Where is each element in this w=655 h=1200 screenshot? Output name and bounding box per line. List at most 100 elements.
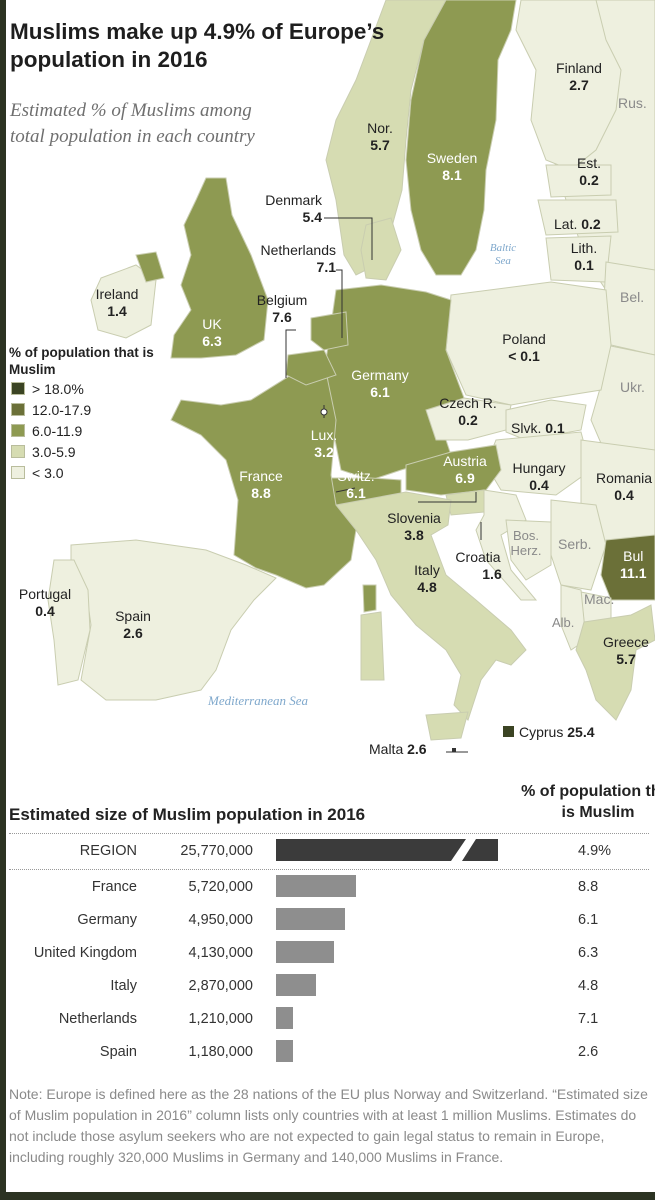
row-pct: 7.1 xyxy=(578,1011,599,1027)
region-poland xyxy=(445,281,612,406)
region-slovakia xyxy=(505,399,587,441)
label-cyprus: Cyprus 25.4 xyxy=(519,724,595,740)
label-uk: UK 6.3 xyxy=(202,316,222,349)
row-name: Spain xyxy=(99,1044,137,1060)
region-spain xyxy=(70,539,277,701)
label-greece: Greece 5.7 xyxy=(603,634,649,667)
left-frame-edge xyxy=(0,0,6,1200)
row-name: France xyxy=(91,879,137,895)
row-count: 1,210,000 xyxy=(188,1011,253,1027)
region-ireland xyxy=(90,264,157,339)
legend-label: < 3.0 xyxy=(32,464,64,481)
row-name: United Kingdom xyxy=(33,945,137,961)
label-ukraine: Ukr. xyxy=(620,379,645,395)
label-finland: Finland 2.7 xyxy=(556,60,602,93)
legend-item: 6.0-11.9 xyxy=(9,420,169,441)
label-denmark: Denmark 5.4 xyxy=(265,192,322,225)
table-row: Netherlands 1,210,000 7.1 xyxy=(6,1003,655,1036)
region-italy xyxy=(335,491,527,721)
region-netherlands xyxy=(310,311,349,351)
region-malta xyxy=(452,748,456,752)
row-pct: 8.8 xyxy=(578,879,599,895)
region-sweden xyxy=(405,0,517,276)
bottom-frame-edge xyxy=(0,1192,655,1200)
legend-item: 12.0-17.9 xyxy=(9,399,169,420)
region-portugal xyxy=(47,559,91,686)
row-count: 2,870,000 xyxy=(188,978,253,994)
legend-item: > 18.0% xyxy=(9,378,169,399)
row-count: 4,950,000 xyxy=(188,912,253,928)
label-romania: Romania 0.4 xyxy=(595,470,653,503)
region-bar xyxy=(276,839,498,861)
legend-swatch xyxy=(11,445,25,458)
region-latvia xyxy=(537,199,619,236)
label-lithuania: Lith. 0.1 xyxy=(570,240,598,273)
row-bar xyxy=(276,1007,293,1029)
row-count: 5,720,000 xyxy=(188,879,253,895)
row-count: 4,130,000 xyxy=(188,945,253,961)
region-uk xyxy=(170,177,269,359)
label-russia: Rus. xyxy=(618,95,647,111)
table-title: Estimated size of Muslim population in 2… xyxy=(9,805,366,824)
region-cyprus-swatch xyxy=(503,726,514,737)
label-latvia: Lat. 0.2 xyxy=(554,216,601,232)
label-poland: Poland < 0.1 xyxy=(502,331,546,364)
label-norway: Nor. 5.7 xyxy=(367,120,393,153)
map-subtitle: Estimated % of Muslims among total popul… xyxy=(10,100,255,147)
region-bulgaria xyxy=(600,534,655,601)
label-belarus: Bel. xyxy=(620,289,645,305)
label-croatia: Croatia 1.6 xyxy=(455,549,502,582)
legend-item: 3.0-5.9 xyxy=(9,441,169,462)
row-bar xyxy=(276,941,334,963)
legend-swatch xyxy=(11,424,25,437)
label-malta: Malta 2.6 xyxy=(369,741,427,757)
footnote: Note: Europe is defined here as the 28 n… xyxy=(9,1086,648,1165)
row-bar xyxy=(276,908,345,930)
map-legend: % of population that is Muslim > 18.0% 12… xyxy=(9,344,169,483)
region-france xyxy=(170,371,357,589)
label-albania: Alb. xyxy=(552,615,575,630)
table-top-divider xyxy=(9,833,649,834)
region-serbia xyxy=(550,499,607,591)
region-bosnia xyxy=(505,519,552,581)
label-italy: Italy 4.8 xyxy=(414,562,440,595)
legend-label: > 18.0% xyxy=(32,380,84,397)
label-bosnia: Bos. Herz. xyxy=(510,528,542,558)
luxembourg-dot xyxy=(320,408,328,416)
row-count: 25,770,000 xyxy=(180,843,253,859)
row-name: Italy xyxy=(110,978,137,994)
region-northern-ireland xyxy=(135,251,165,283)
table-pct-header: % of population that is Muslim xyxy=(521,783,655,821)
label-france: France 8.8 xyxy=(239,468,283,501)
label-germany: Germany 6.1 xyxy=(351,367,409,400)
region-denmark xyxy=(360,217,402,281)
row-name: REGION xyxy=(79,843,137,859)
label-czech: Czech R. 0.2 xyxy=(439,395,497,428)
label-estonia: Est. 0.2 xyxy=(576,155,602,188)
table-row: Germany 4,950,000 6.1 xyxy=(6,904,655,937)
label-hungary: Hungary 0.4 xyxy=(512,460,566,493)
table-row: France 5,720,000 8.8 xyxy=(6,871,655,904)
label-serbia: Serb. xyxy=(558,536,592,552)
row-pct: 6.3 xyxy=(578,945,599,961)
legend-swatch xyxy=(11,403,25,416)
legend-label: 6.0-11.9 xyxy=(32,422,83,439)
label-baltic-sea: Baltic Sea xyxy=(489,242,517,267)
row-pct: 2.6 xyxy=(578,1044,599,1060)
europe-map: Muslims make up 4.9% of Europe’s populat… xyxy=(6,0,655,775)
table-row: Italy 2,870,000 4.8 xyxy=(6,970,655,1003)
label-bulgaria: Bul 11.1 xyxy=(620,548,647,581)
table-region-divider xyxy=(9,869,649,870)
row-bar xyxy=(276,875,356,897)
row-bar xyxy=(276,1040,293,1062)
map-shapes xyxy=(47,0,655,753)
label-slovakia: Slvk. 0.1 xyxy=(511,420,565,436)
label-spain: Spain 2.6 xyxy=(115,608,151,641)
region-estonia xyxy=(545,164,612,198)
row-pct: 6.1 xyxy=(578,912,599,928)
region-corsica xyxy=(362,584,377,613)
legend-label: 3.0-5.9 xyxy=(32,443,76,460)
region-sardinia xyxy=(360,611,385,681)
label-netherlands: Netherlands 7.1 xyxy=(260,242,337,275)
region-croatia xyxy=(475,489,538,601)
